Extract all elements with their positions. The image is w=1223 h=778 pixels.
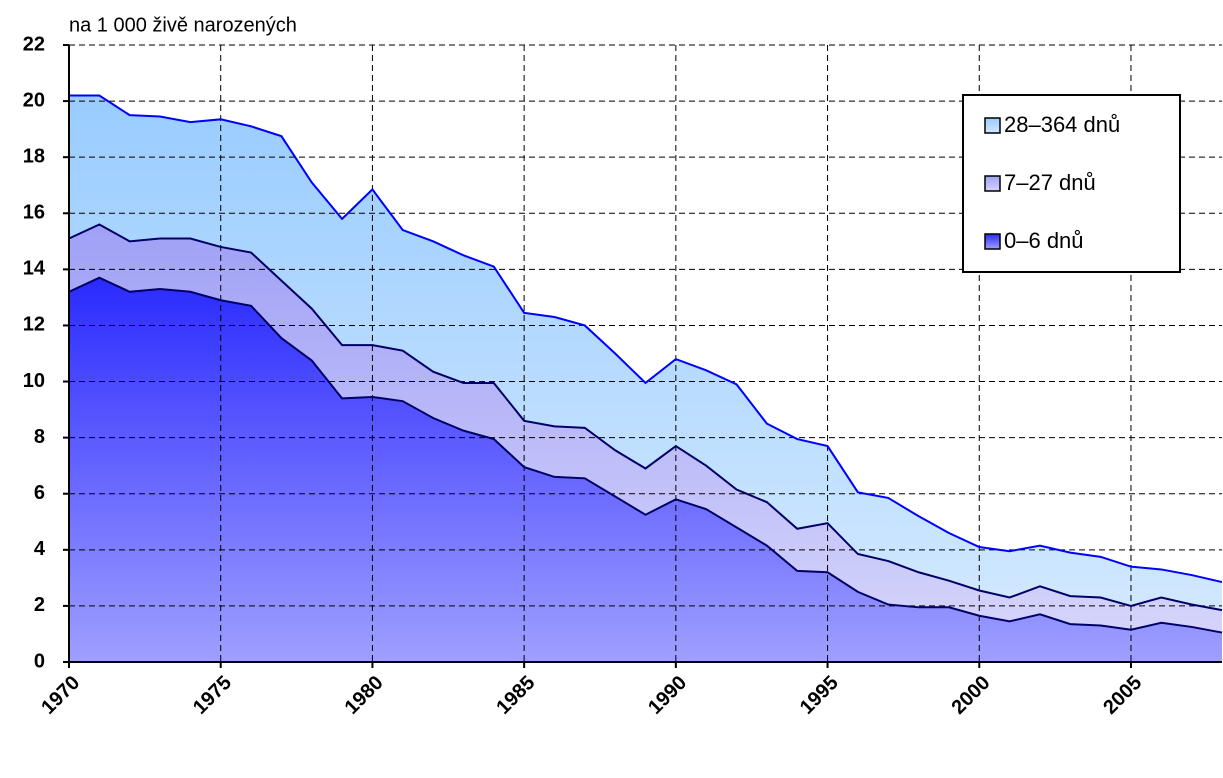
area (69, 277, 1222, 662)
y-tick-label: 6 (34, 482, 45, 504)
line (68, 276, 1223, 634)
x-tick-label: 2000 (948, 672, 995, 719)
y-tick-label: 2 (34, 594, 45, 616)
area (69, 95, 1222, 611)
y-tick-label: 14 (23, 258, 46, 280)
y-tick-label: 0 (34, 650, 45, 672)
x-tick-label: 1975 (189, 672, 236, 719)
x-tick-label: 1970 (37, 672, 84, 719)
legend-label: 7–27 dnů (1004, 170, 1096, 195)
legend-swatch (984, 117, 1001, 134)
y-axis-title: na 1 000 živě narozených (69, 14, 297, 36)
line (68, 223, 1223, 612)
x-tick-label: 1995 (796, 672, 843, 719)
x-tick-label: 1980 (341, 672, 388, 719)
legend-label: 0–6 dnů (1004, 228, 1084, 253)
y-tick-label: 12 (23, 314, 45, 336)
legend-swatch (984, 233, 1001, 250)
legend-label: 28–364 dnů (1004, 112, 1120, 137)
y-tick-label: 22 (23, 33, 45, 55)
x-tick-label: 1990 (644, 672, 691, 719)
legend-swatch (984, 175, 1001, 192)
x-tick-label: 2005 (1099, 672, 1146, 719)
y-tick-label: 16 (23, 202, 45, 224)
y-tick-label: 18 (23, 145, 45, 167)
y-tick-label: 8 (34, 426, 45, 448)
area (69, 224, 1222, 633)
y-tick-label: 10 (23, 370, 45, 392)
x-tick-label: 1985 (492, 672, 539, 719)
line (69, 94, 1223, 584)
y-tick-label: 4 (34, 538, 46, 560)
y-tick-label: 20 (23, 89, 45, 111)
